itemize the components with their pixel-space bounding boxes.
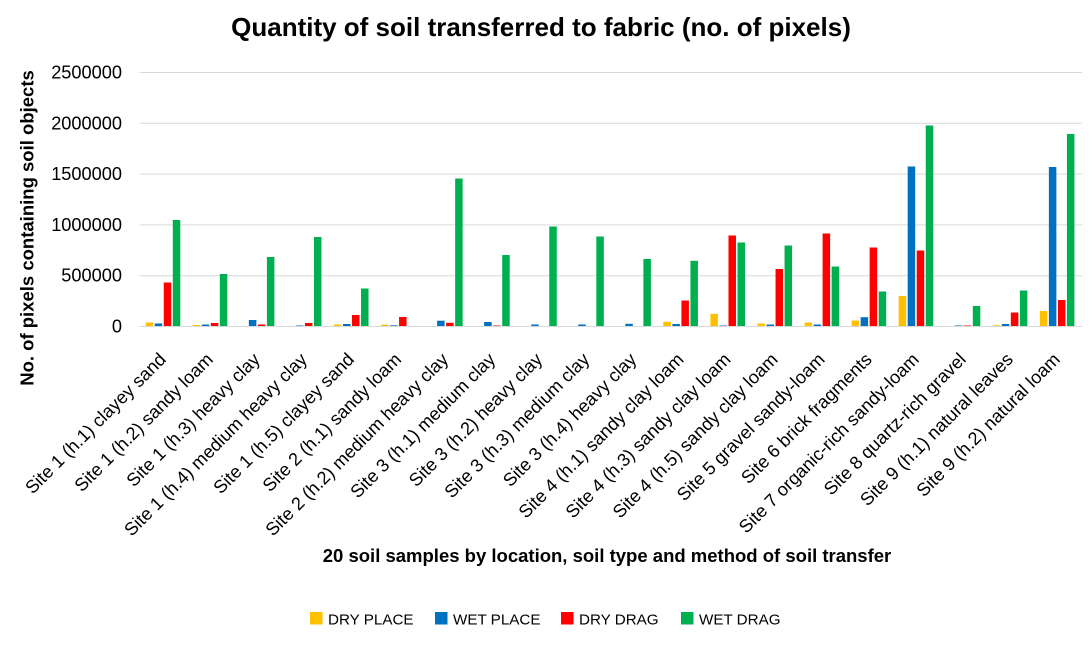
svg-text:WET DRAG: WET DRAG: [699, 612, 781, 629]
svg-text:DRY DRAG: DRY DRAG: [579, 612, 659, 629]
svg-text:No. of pixels containing soil: No. of pixels containing soil objects: [17, 70, 38, 386]
svg-text:0: 0: [112, 317, 122, 337]
svg-text:DRY PLACE: DRY PLACE: [328, 612, 414, 629]
svg-text:WET PLACE: WET PLACE: [453, 612, 541, 629]
svg-text:2500000: 2500000: [51, 63, 122, 83]
svg-text:2000000: 2000000: [51, 113, 122, 133]
svg-text:20 soil samples by location, s: 20 soil samples by location, soil type a…: [323, 545, 892, 566]
svg-text:500000: 500000: [61, 266, 122, 286]
svg-text:Quantity of soil transferred t: Quantity of soil transferred to fabric (…: [231, 12, 851, 42]
svg-text:1500000: 1500000: [51, 164, 122, 184]
svg-text:1000000: 1000000: [51, 215, 122, 235]
